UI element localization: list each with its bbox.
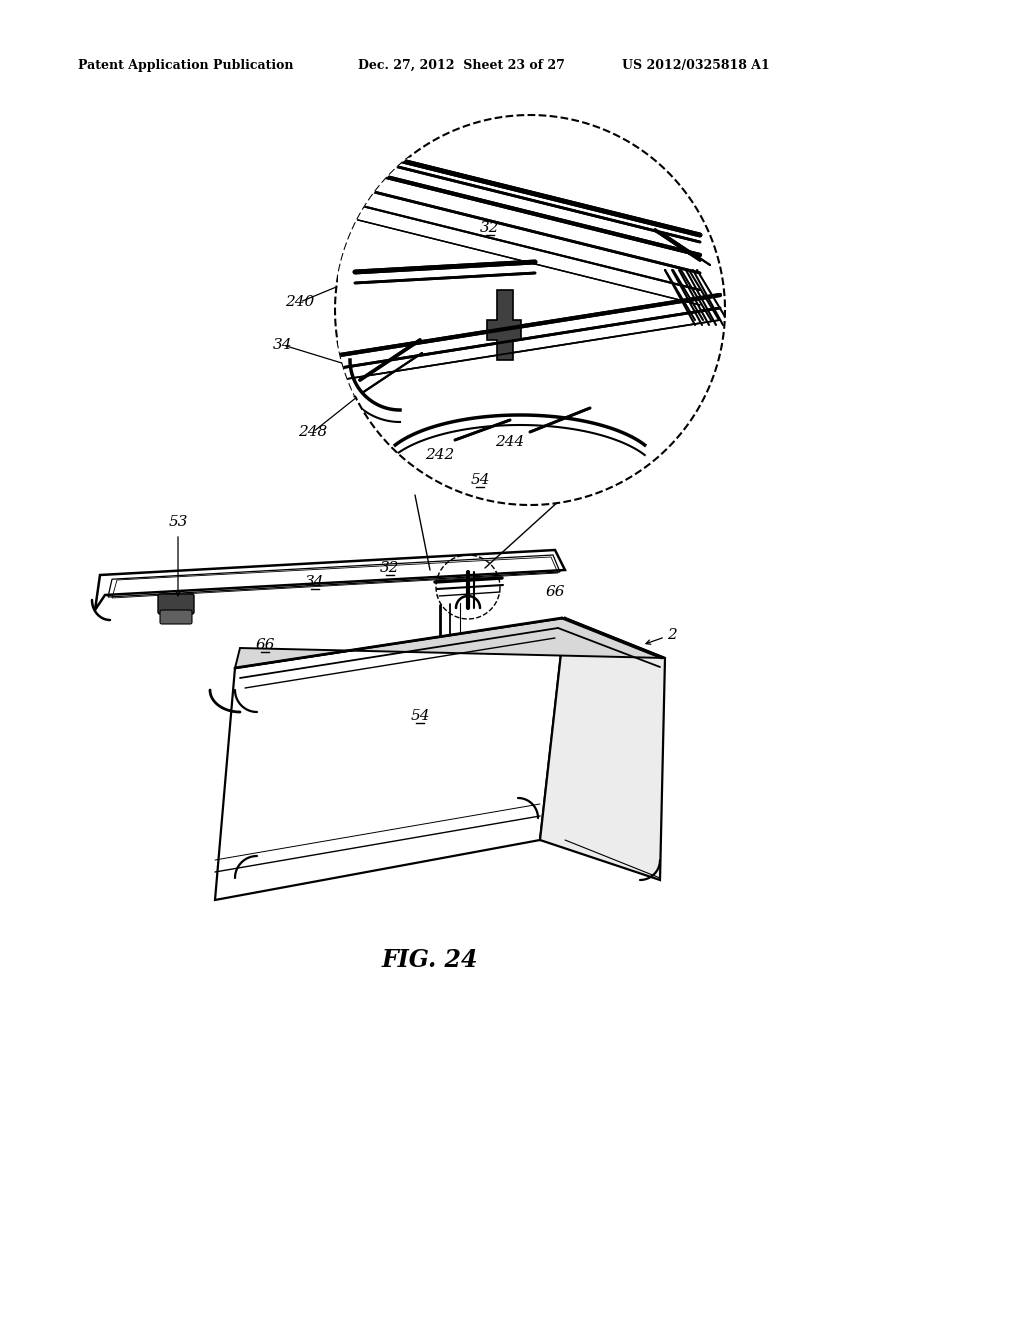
Text: FIG. 24: FIG. 24: [382, 948, 478, 972]
Text: 32: 32: [380, 561, 399, 576]
FancyBboxPatch shape: [158, 594, 194, 614]
Text: 2: 2: [667, 628, 677, 642]
Text: US 2012/0325818 A1: US 2012/0325818 A1: [622, 58, 770, 71]
FancyBboxPatch shape: [160, 610, 193, 624]
Text: 248: 248: [298, 425, 328, 440]
Polygon shape: [338, 140, 700, 400]
Text: 53: 53: [168, 515, 187, 529]
Text: 246: 246: [421, 351, 450, 366]
Text: 66: 66: [545, 585, 565, 599]
Text: 242: 242: [425, 447, 455, 462]
Text: 66: 66: [255, 638, 274, 652]
Text: Patent Application Publication: Patent Application Publication: [78, 58, 294, 71]
Text: 32: 32: [480, 220, 500, 235]
Polygon shape: [487, 290, 521, 360]
Text: 34: 34: [273, 338, 293, 352]
Circle shape: [335, 115, 725, 506]
Polygon shape: [234, 618, 665, 668]
Text: 244: 244: [496, 436, 524, 449]
Polygon shape: [215, 618, 565, 900]
Text: 54: 54: [470, 473, 489, 487]
Polygon shape: [95, 550, 565, 610]
Polygon shape: [540, 618, 665, 880]
Text: 54: 54: [411, 709, 430, 723]
Text: 240: 240: [286, 294, 314, 309]
Text: 34: 34: [305, 576, 325, 589]
Text: Dec. 27, 2012  Sheet 23 of 27: Dec. 27, 2012 Sheet 23 of 27: [358, 58, 565, 71]
